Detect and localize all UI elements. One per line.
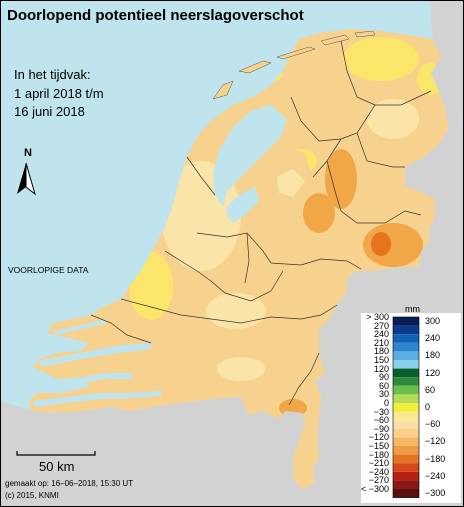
legend-swatch <box>393 420 419 429</box>
hotspot-twente <box>371 232 391 256</box>
legend-swatch <box>393 360 419 369</box>
copyright-notice: (c) 2015, KNMI <box>5 491 59 500</box>
legend-left-label: −150 <box>368 441 389 451</box>
netherlands-land <box>29 29 449 489</box>
legend-left-label: 120 <box>373 363 389 374</box>
scale-bar-icon <box>16 451 96 456</box>
legend-swatch <box>393 385 419 395</box>
legend-left-label: > 300 <box>366 312 389 322</box>
legend-swatch <box>393 446 419 455</box>
legend-left-label: −240 <box>368 466 389 477</box>
north-letter: N <box>24 147 32 159</box>
period-end: 16 juni 2018 <box>14 104 85 119</box>
legend-swatch <box>393 463 419 472</box>
legend-left-label: −270 <box>368 475 389 486</box>
legend-left-label: 0 <box>383 398 389 408</box>
yellow-patch-groningen <box>343 37 419 81</box>
legend-ramp-outline <box>392 316 420 498</box>
legend-right-label: −300 <box>425 488 446 498</box>
legend-left-label: 60 <box>378 380 389 391</box>
legend-left-label: 90 <box>378 372 389 383</box>
legend-left-label: 210 <box>373 337 389 348</box>
legend-right-label: −120 <box>425 436 446 447</box>
legend-swatch <box>393 480 419 489</box>
province-borders <box>90 40 432 406</box>
legend-swatch <box>393 351 419 360</box>
legend-right-label: −60 <box>425 419 441 430</box>
legend-swatch <box>393 377 419 386</box>
legend-swatch <box>393 403 419 412</box>
legend-right-label: 120 <box>425 367 441 378</box>
legend-swatch <box>393 334 419 343</box>
light-patch-brabant <box>217 357 265 381</box>
legend-right-label: −180 <box>425 453 446 464</box>
legend-right-label: 60 <box>425 384 436 395</box>
light-patch-utrecht <box>206 293 266 329</box>
legend-left-label: −180 <box>368 449 389 460</box>
legend-left-label: 270 <box>373 320 389 331</box>
legend-swatch <box>393 317 419 326</box>
legend-swatch <box>393 489 419 498</box>
oosterschelde <box>37 373 133 391</box>
legend-right-label: 0 <box>425 402 431 412</box>
legend-right-label: −240 <box>425 470 446 481</box>
wadden-islands <box>212 30 376 100</box>
nieuwe-waterweg <box>53 319 105 335</box>
period-label: In het tijdvak: <box>14 67 91 82</box>
legend-right-label: 300 <box>425 316 441 326</box>
legend-swatch <box>393 471 419 481</box>
legend-swatch <box>393 325 419 335</box>
legend-left-label: −120 <box>368 432 389 443</box>
legend-unit: mm <box>405 304 420 314</box>
legend-right-label: 240 <box>425 333 441 344</box>
period-start: 1 april 2018 t/m <box>14 86 104 101</box>
ijsselmeer <box>213 105 287 207</box>
legend-left-label: −90 <box>373 423 389 434</box>
north-arrow-icon <box>17 162 36 196</box>
legend-right-label: 180 <box>425 350 441 361</box>
legend-swatch <box>393 428 419 438</box>
legend-left-label: −60 <box>373 415 389 426</box>
legend-swatch <box>393 454 419 464</box>
legend-swatch <box>393 368 419 378</box>
legend-swatch <box>393 394 419 403</box>
legend-left-label: 240 <box>373 329 389 340</box>
made-on-timestamp: gemaakt op: 16–06–2018, 15:30 UT <box>5 479 134 488</box>
legend-left-label: −210 <box>368 458 389 469</box>
legend-left-label: 30 <box>378 389 389 400</box>
legend-swatch <box>393 411 419 421</box>
scale-bar-label: 50 km <box>39 459 75 474</box>
map-title: Doorlopend potentieel neerslagoverschot <box>7 7 304 24</box>
haringvliet <box>37 343 151 367</box>
orange-patch-veluwe <box>303 193 335 233</box>
legend-left-label: 150 <box>373 355 389 365</box>
orange-patch-veluwe-north <box>325 149 357 209</box>
preliminary-data-note: VOORLOPIGE DATA <box>8 265 89 275</box>
westerschelde <box>33 391 161 407</box>
light-patch-drenthe <box>367 99 419 139</box>
legend-left-label: 180 <box>373 346 389 357</box>
flevoland-light-patch <box>277 169 305 197</box>
legend-left-label: −30 <box>373 406 389 417</box>
legend-swatch <box>393 342 419 352</box>
legend-swatch <box>393 437 419 446</box>
legend-left-label: < −300 <box>360 484 389 494</box>
legend-color-ramp <box>392 316 420 498</box>
